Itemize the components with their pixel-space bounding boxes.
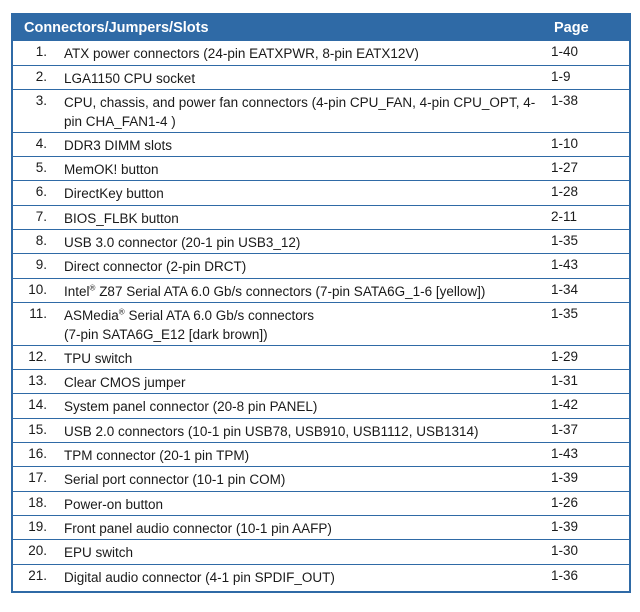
row-description: Clear CMOS jumper [64,375,186,391]
row-page: 1-40 [551,44,579,59]
row-number: 11. [29,305,47,321]
row-number: 5. [35,160,47,176]
row-number: 6. [35,184,47,200]
header-connectors: Connectors/Jumpers/Slots [24,20,209,36]
row-description: System panel connector (20-8 pin PANEL) [64,399,318,415]
row-number: 21. [28,567,47,583]
row-page: 1-34 [551,281,579,297]
table-row: 20. EPU switch 1-30 [13,540,629,565]
table-row: 3. CPU, chassis, and power fan connector… [13,90,629,133]
table-row: 18. Power-on button 1-26 [13,492,629,516]
row-description: EPU switch [64,545,134,561]
row-description: BIOS_FLBK button [64,210,179,226]
table-row: 16. TPM connector (20-1 pin TPM) 1-43 [13,443,629,468]
row-number: 14. [28,397,47,413]
row-page: 1-37 [551,421,579,437]
row-number: 18. [28,494,47,510]
row-page: 1-39 [551,470,579,486]
row-number: 3. [35,92,47,108]
row-number: 2. [35,68,47,84]
connectors-table: Connectors/Jumpers/Slots Page 1. ATX pow… [11,13,631,593]
row-page: 1-42 [551,397,579,413]
row-number: 16. [28,446,47,462]
row-description: ATX power connectors (24-pin EATXPWR, 8-… [64,46,419,61]
table-row: 10. Intel® Z87 Serial ATA 6.0 Gb/s conne… [13,279,629,303]
table-row: 19. Front panel audio connector (10-1 pi… [13,516,629,541]
row-page: 1-28 [551,184,579,200]
table-row: 9. Direct connector (2-pin DRCT) 1-43 [13,254,629,279]
table-row: 21. Digital audio connector (4-1 pin SPD… [13,565,629,589]
row-page: 1-26 [551,494,579,510]
row-page: 1-39 [551,518,579,534]
row-description: Intel® Z87 Serial ATA 6.0 Gb/s connector… [64,282,544,301]
row-number: 7. [35,208,47,224]
registered-mark: ® [118,307,125,317]
row-page: 1-27 [551,160,579,176]
row-number: 12. [28,348,47,364]
table-row: 4. DDR3 DIMM slots 1-10 [13,133,629,158]
header-page: Page [554,20,589,36]
row-number: 8. [35,232,47,248]
row-page: 1-36 [551,567,579,583]
row-description: ASMedia® Serial ATA 6.0 Gb/s connectors (… [64,306,544,344]
row-page: 1-43 [551,446,579,462]
row-description: Front panel audio connector (10-1 pin AA… [64,520,332,536]
row-page: 1-10 [551,135,579,151]
row-description: TPM connector (20-1 pin TPM) [64,448,250,464]
desc-rest: Z87 Serial ATA 6.0 Gb/s connectors (7-pi… [95,283,486,299]
row-page: 1-30 [551,543,579,559]
row-description: DDR3 DIMM slots [64,137,173,153]
table-row: 6. DirectKey button 1-28 [13,181,629,206]
row-number: 19. [28,518,47,534]
table-row: 15. USB 2.0 connectors (10-1 pin USB78, … [13,419,629,444]
row-number: 10. [28,281,47,297]
row-description: Direct connector (2-pin DRCT) [64,259,247,275]
row-page: 1-43 [551,257,579,273]
table-row: 13. Clear CMOS jumper 1-31 [13,370,629,395]
row-description: USB 3.0 connector (20-1 pin USB3_12) [64,234,301,250]
row-description: CPU, chassis, and power fan connectors (… [64,94,536,129]
row-page: 1-31 [551,373,579,389]
desc-rest: Serial ATA 6.0 Gb/s connectors [124,307,315,323]
desc-brand: ASMedia [64,307,119,323]
row-page: 1-38 [551,92,579,108]
row-description: Digital audio connector (4-1 pin SPDIF_O… [64,569,335,585]
table-row: 14. System panel connector (20-8 pin PAN… [13,394,629,419]
table-row: 11. ASMedia® Serial ATA 6.0 Gb/s connect… [13,303,629,346]
table-row: 2. LGA1150 CPU socket 1-9 [13,66,629,90]
row-page: 1-35 [551,305,579,321]
row-description: USB 2.0 connectors (10-1 pin USB78, USB9… [64,423,479,439]
row-description: TPU switch [64,350,133,366]
row-description: Power-on button [64,496,164,512]
registered-mark: ® [89,283,96,293]
row-number: 20. [28,543,47,559]
row-page: 2-11 [551,208,578,224]
row-description: DirectKey button [64,186,164,202]
desc-brand: Intel [64,283,90,299]
row-description: LGA1150 CPU socket [64,70,196,86]
row-description: Serial port connector (10-1 pin COM) [64,472,286,488]
row-number: 1. [35,44,47,59]
row-number: 9. [35,257,47,273]
table-row: 8. USB 3.0 connector (20-1 pin USB3_12) … [13,230,629,255]
row-number: 4. [35,135,47,151]
row-description: MemOK! button [64,162,159,178]
table-row: 1. ATX power connectors (24-pin EATXPWR,… [13,41,629,66]
row-number: 13. [28,373,47,389]
table-body: 1. ATX power connectors (24-pin EATXPWR,… [13,41,629,589]
desc-line2: (7-pin SATA6G_E12 [dark brown]) [64,326,268,342]
table-header: Connectors/Jumpers/Slots Page [13,15,629,41]
table-row: 5. MemOK! button 1-27 [13,157,629,182]
row-number: 15. [28,421,47,437]
row-number: 17. [28,470,47,486]
table-row: 7. BIOS_FLBK button 2-11 [13,206,629,230]
row-page: 1-9 [551,68,571,84]
row-page: 1-35 [551,232,579,248]
table-row: 12. TPU switch 1-29 [13,346,629,371]
row-page: 1-29 [551,348,579,364]
table-row: 17. Serial port connector (10-1 pin COM)… [13,467,629,492]
